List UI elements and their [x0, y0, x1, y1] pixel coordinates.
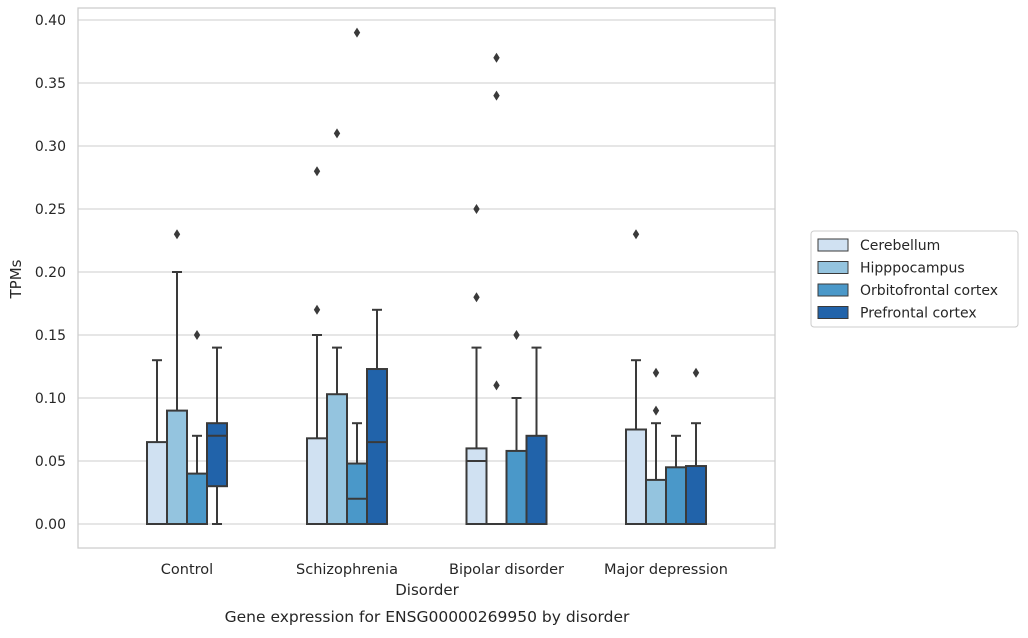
outlier-point [473, 292, 479, 302]
outlier-point [653, 368, 659, 378]
x-tick-label: Major depression [604, 562, 728, 578]
outlier-point [493, 380, 499, 390]
outlier-point [473, 204, 479, 214]
box-orbitofrontal-cortex-major-depression [666, 436, 686, 524]
legend-swatch [818, 239, 848, 251]
box-prefrontal-cortex-major-depression [686, 423, 706, 524]
legend: Cerebellum Hipppocampus Orbitofrontal cort… [811, 231, 1018, 327]
box-prefrontal-cortex-bipolar-disorder [527, 348, 547, 524]
box-body [666, 467, 686, 524]
box-body [646, 480, 666, 524]
box-cerebellum-major-depression [626, 360, 646, 524]
box-body [467, 448, 487, 524]
outlier-point [493, 91, 499, 101]
x-tick-label: Control [161, 562, 213, 578]
outlier-point [354, 28, 360, 38]
box-body [187, 474, 207, 524]
y-tick-label: 0.25 [35, 202, 66, 218]
legend-swatch [818, 307, 848, 319]
y-axis-label: TPMs [7, 259, 25, 299]
outlier-point [334, 128, 340, 138]
x-tick-labels: Control Schizophrenia Bipolar disorder Majo… [161, 562, 728, 578]
box-orbitofrontal-cortex-bipolar-disorder [507, 398, 527, 524]
y-tick-label: 0.30 [35, 139, 66, 155]
legend-label: Cerebellum [860, 238, 940, 254]
legend-label: Orbitofrontal cortex [860, 283, 998, 299]
box-body [327, 394, 347, 524]
outlier-point [493, 53, 499, 63]
legend-label: Hipppocampus [860, 261, 965, 277]
box-hipppocampus-schizophrenia [327, 348, 347, 524]
box-body [307, 438, 327, 524]
box-body [147, 442, 167, 524]
box-body [167, 411, 187, 524]
outliers [174, 28, 699, 416]
y-tick-label: 0.20 [35, 265, 66, 281]
x-tick-label: Schizophrenia [296, 562, 398, 578]
y-tick-label: 0.00 [35, 517, 66, 533]
chart-caption: Gene expression for ENSG00000269950 by d… [225, 608, 630, 626]
box-orbitofrontal-cortex-control [187, 436, 207, 524]
outlier-point [314, 166, 320, 176]
outlier-point [513, 330, 519, 340]
outlier-point [693, 368, 699, 378]
box-cerebellum-bipolar-disorder [467, 348, 487, 524]
box-orbitofrontal-cortex-schizophrenia [347, 423, 367, 524]
legend-label: Prefrontal cortex [860, 306, 977, 322]
outlier-point [174, 229, 180, 239]
box-prefrontal-cortex-schizophrenia [367, 310, 387, 524]
box-hipppocampus-major-depression [646, 423, 666, 524]
legend-swatch [818, 262, 848, 274]
y-tick-label: 0.35 [35, 76, 66, 92]
outlier-point [633, 229, 639, 239]
box-body [367, 369, 387, 524]
y-tick-label: 0.05 [35, 454, 66, 470]
box-body [347, 464, 367, 524]
legend-swatch [818, 284, 848, 296]
box-body [507, 451, 527, 524]
outlier-point [653, 406, 659, 416]
box-body [626, 430, 646, 525]
x-axis-label: Disorder [395, 581, 459, 599]
outlier-point [194, 330, 200, 340]
y-tick-label: 0.15 [35, 328, 66, 344]
box-body [527, 436, 547, 524]
x-tick-label: Bipolar disorder [449, 562, 564, 578]
y-tick-label: 0.40 [35, 13, 66, 29]
box-body [686, 466, 706, 524]
outlier-point [314, 305, 320, 315]
box-body [207, 423, 227, 486]
box-cerebellum-control [147, 360, 167, 524]
y-tick-label: 0.10 [35, 391, 66, 407]
box-prefrontal-cortex-control [207, 348, 227, 524]
box-cerebellum-schizophrenia [307, 335, 327, 524]
y-tick-labels: 0.00 0.05 0.10 0.15 0.20 0.25 0.30 0.35 0.40 [35, 13, 66, 533]
